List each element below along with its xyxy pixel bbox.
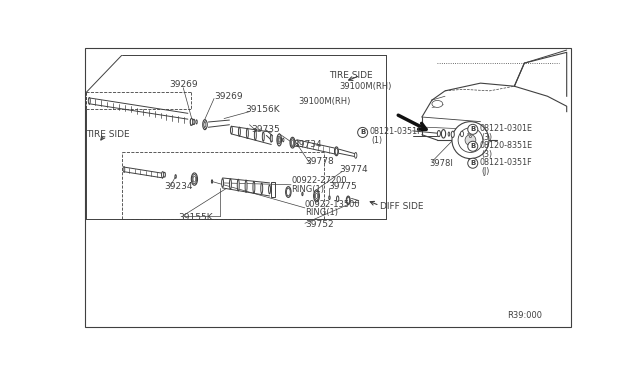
Ellipse shape: [239, 127, 241, 137]
Text: 39269: 39269: [169, 80, 198, 89]
Text: B: B: [470, 126, 476, 132]
Ellipse shape: [204, 122, 206, 127]
Text: B: B: [470, 143, 476, 149]
Ellipse shape: [291, 140, 294, 145]
Text: 08120-8351E: 08120-8351E: [479, 141, 532, 150]
Text: 39269: 39269: [214, 92, 243, 101]
Text: 39100M(RH): 39100M(RH): [299, 97, 351, 106]
Text: (3): (3): [482, 133, 493, 142]
Text: 39234: 39234: [164, 182, 193, 191]
Ellipse shape: [161, 171, 164, 178]
Ellipse shape: [432, 100, 443, 108]
Ellipse shape: [314, 190, 319, 202]
Ellipse shape: [287, 188, 291, 196]
Text: 08121-0301E: 08121-0301E: [479, 124, 532, 133]
Ellipse shape: [302, 192, 303, 196]
Ellipse shape: [290, 137, 295, 148]
Ellipse shape: [221, 179, 223, 187]
Text: 39155K: 39155K: [178, 213, 212, 222]
Circle shape: [468, 141, 478, 151]
Circle shape: [452, 122, 489, 158]
Text: TIRE SIDE: TIRE SIDE: [86, 130, 130, 139]
Text: RING(1): RING(1): [291, 185, 324, 194]
Text: 39778: 39778: [305, 157, 333, 166]
Ellipse shape: [262, 132, 264, 141]
Ellipse shape: [470, 136, 472, 138]
Ellipse shape: [196, 120, 197, 124]
Circle shape: [458, 128, 483, 153]
Text: DIFF SIDE: DIFF SIDE: [380, 202, 424, 211]
Ellipse shape: [164, 172, 166, 177]
Ellipse shape: [316, 193, 317, 199]
Circle shape: [468, 158, 478, 168]
Text: RING(1): RING(1): [305, 208, 338, 217]
Ellipse shape: [230, 179, 232, 189]
Text: 39775: 39775: [328, 182, 356, 191]
Ellipse shape: [260, 183, 262, 194]
Ellipse shape: [278, 138, 280, 142]
Ellipse shape: [442, 129, 445, 138]
Ellipse shape: [230, 126, 232, 134]
Circle shape: [468, 124, 478, 134]
Bar: [271, 182, 275, 197]
Text: (1): (1): [371, 137, 383, 145]
Text: (J): (J): [482, 167, 490, 176]
Text: 00922-13500: 00922-13500: [305, 199, 360, 209]
Text: 39100M(RH): 39100M(RH): [340, 82, 392, 91]
Circle shape: [358, 128, 367, 137]
Ellipse shape: [337, 196, 339, 202]
Text: 00922-27200: 00922-27200: [291, 176, 347, 185]
Ellipse shape: [193, 119, 195, 125]
Ellipse shape: [470, 130, 472, 132]
Text: B: B: [470, 160, 476, 166]
Ellipse shape: [269, 185, 271, 194]
Ellipse shape: [347, 197, 349, 203]
Ellipse shape: [278, 136, 281, 144]
Ellipse shape: [123, 167, 125, 172]
Text: 39735: 39735: [251, 125, 280, 134]
Ellipse shape: [191, 173, 198, 185]
Text: 39734: 39734: [293, 140, 322, 149]
Ellipse shape: [285, 187, 291, 198]
Text: 3978I: 3978I: [429, 159, 454, 168]
Ellipse shape: [451, 131, 454, 138]
Ellipse shape: [203, 120, 207, 129]
Ellipse shape: [254, 130, 256, 140]
Ellipse shape: [190, 118, 193, 125]
Ellipse shape: [277, 134, 282, 146]
Ellipse shape: [355, 153, 357, 158]
Ellipse shape: [246, 128, 248, 138]
Ellipse shape: [329, 196, 330, 200]
Ellipse shape: [253, 181, 255, 193]
Ellipse shape: [346, 196, 350, 205]
Text: 08121-0351F: 08121-0351F: [479, 158, 532, 167]
Ellipse shape: [245, 180, 247, 192]
Text: 39752: 39752: [305, 220, 333, 229]
Ellipse shape: [211, 180, 212, 183]
Ellipse shape: [204, 121, 207, 128]
Ellipse shape: [448, 132, 450, 136]
Ellipse shape: [193, 176, 196, 182]
Text: R39:000: R39:000: [507, 311, 541, 320]
Ellipse shape: [437, 131, 440, 137]
Ellipse shape: [291, 139, 294, 147]
Ellipse shape: [282, 138, 284, 142]
Ellipse shape: [270, 134, 272, 142]
Ellipse shape: [460, 131, 463, 137]
Circle shape: [465, 135, 476, 145]
Text: 39156K: 39156K: [245, 105, 280, 114]
Text: B: B: [360, 129, 365, 135]
Ellipse shape: [314, 192, 319, 201]
Ellipse shape: [88, 97, 90, 104]
Ellipse shape: [237, 179, 239, 191]
Ellipse shape: [192, 174, 196, 184]
Text: 39774: 39774: [340, 165, 368, 174]
Text: TIRE SIDE: TIRE SIDE: [330, 71, 373, 80]
Ellipse shape: [335, 147, 339, 156]
Text: (3): (3): [482, 150, 493, 159]
Text: 08121-0351F: 08121-0351F: [369, 127, 422, 136]
Ellipse shape: [175, 174, 176, 178]
Ellipse shape: [335, 148, 338, 154]
